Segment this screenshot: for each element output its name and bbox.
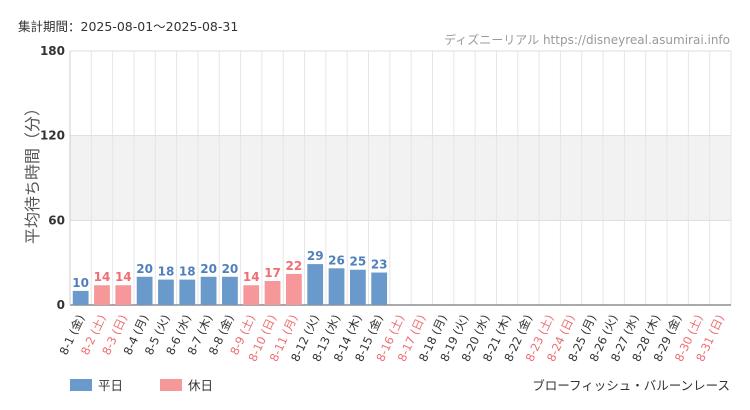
bar <box>371 272 388 305</box>
bar <box>222 276 238 305</box>
bar <box>243 285 260 305</box>
data-label: 18 <box>158 265 175 279</box>
attraction-name: ブローフィッシュ・バルーンレース <box>532 378 730 393</box>
bar <box>94 285 110 305</box>
data-label: 26 <box>328 253 345 267</box>
bar <box>200 276 217 305</box>
data-label: 14 <box>243 270 260 284</box>
y-tick-label: 0 <box>57 298 65 312</box>
data-label: 23 <box>371 258 388 272</box>
data-label: 22 <box>286 259 303 273</box>
bar <box>158 279 174 305</box>
bar <box>179 279 196 305</box>
legend-swatch-weekday <box>70 379 92 391</box>
y-axis-title: 平均待ち時間（分） <box>23 100 42 244</box>
legend-label-weekday: 平日 <box>98 378 123 393</box>
data-label: 18 <box>179 265 196 279</box>
y-tick-label: 120 <box>40 129 65 143</box>
bar <box>328 268 345 305</box>
data-label: 20 <box>136 262 153 276</box>
bar <box>72 290 89 305</box>
data-label: 17 <box>264 266 281 280</box>
bar <box>285 273 302 305</box>
legend-label-holiday: 休日 <box>188 378 213 393</box>
bar <box>115 285 132 305</box>
data-label: 20 <box>200 262 217 276</box>
data-label: 29 <box>307 249 324 263</box>
bar <box>349 269 366 305</box>
bar <box>307 264 324 305</box>
legend: 平日 休日 <box>70 378 213 393</box>
data-label: 14 <box>94 270 111 284</box>
period-label: 集計期間：2025-08-01～2025-08-31 <box>18 19 238 34</box>
y-tick-label: 60 <box>48 213 65 227</box>
legend-swatch-holiday <box>160 379 182 391</box>
data-label: 25 <box>350 255 367 269</box>
grid-band <box>70 135 731 221</box>
bar <box>264 281 281 305</box>
bar <box>136 276 153 305</box>
y-tick-label: 180 <box>40 44 65 58</box>
data-label: 10 <box>72 276 89 290</box>
data-label: 14 <box>115 270 132 284</box>
data-label: 20 <box>222 262 239 276</box>
source-credit: ディズニーリアル https://disneyreal.asumirai.inf… <box>444 32 730 47</box>
